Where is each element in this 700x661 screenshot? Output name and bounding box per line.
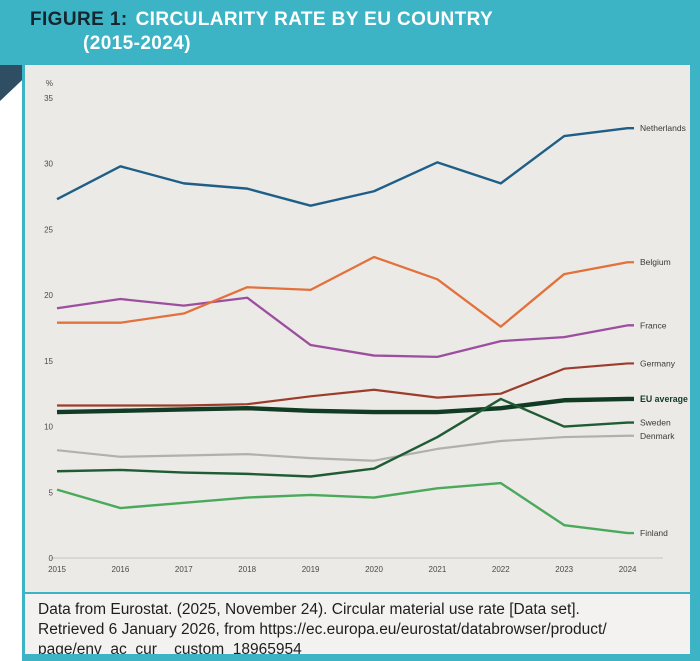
y-tick-label: 0: [49, 554, 54, 563]
series-label-sweden: Sweden: [640, 418, 671, 428]
figure-title: CIRCULARITY RATE BY EU COUNTRY: [135, 9, 494, 30]
y-tick-label: 25: [44, 225, 53, 234]
x-tick-label: 2020: [365, 565, 383, 574]
series-label-eu-average: EU average: [640, 394, 688, 404]
x-tick-label: 2019: [302, 565, 320, 574]
source-footer: Data from Eurostat. (2025, November 24).…: [22, 592, 690, 658]
x-tick-label: 2024: [619, 565, 637, 574]
series-line-germany: [57, 362, 634, 407]
figure-title-years: (2015-2024): [83, 33, 191, 54]
series-line-eu-average: [56, 396, 634, 415]
series-line-belgium: [57, 255, 634, 328]
y-tick-label: 10: [44, 423, 53, 432]
y-tick-label: 20: [44, 291, 53, 300]
series-line-denmark: [56, 434, 634, 462]
figure-header: FIGURE 1: CIRCULARITY RATE BY EU COUNTRY …: [0, 0, 700, 65]
x-tick-label: 2015: [48, 565, 66, 574]
y-tick-label: 5: [49, 488, 54, 497]
figure-title-line1: FIGURE 1: CIRCULARITY RATE BY EU COUNTRY: [30, 8, 700, 32]
right-accent-strip: [690, 65, 700, 661]
bottom-accent-bar: [22, 654, 690, 661]
circularity-line-chart: 0 5 10 15 20 25 30 35% 2015 2016 2017 2018 2019 2020 2…: [44, 79, 688, 574]
figure-title-block: FIGURE 1: CIRCULARITY RATE BY EU COUNTRY …: [0, 0, 700, 56]
y-tick-label: 30: [44, 160, 53, 169]
series-label-netherlands: Netherlands: [640, 123, 686, 133]
x-tick-label: 2023: [555, 565, 573, 574]
y-tick-label: 15: [44, 357, 53, 366]
series-label-finland: Finland: [640, 528, 668, 538]
x-tick-label: 2021: [429, 565, 447, 574]
figure-label: FIGURE 1:: [30, 9, 128, 30]
y-tick-label: 35: [44, 94, 53, 103]
y-axis-unit-label: %: [46, 79, 53, 88]
series-line-finland: [56, 481, 634, 535]
series-label-france: France: [640, 320, 667, 330]
x-tick-label: 2022: [492, 565, 510, 574]
source-citation: Data from Eurostat. (2025, November 24).…: [38, 601, 607, 658]
series-line-netherlands: [56, 126, 634, 207]
series-line-france: [56, 296, 634, 359]
x-tick-label: 2017: [175, 565, 193, 574]
series-label-belgium: Belgium: [640, 257, 671, 267]
series-line-sweden: [56, 397, 634, 478]
x-tick-label: 2016: [112, 565, 130, 574]
chart-area: 0 5 10 15 20 25 30 35% 2015 2016 2017 2018 2019 2020 2…: [22, 65, 690, 592]
series-label-denmark: Denmark: [640, 431, 675, 441]
series-label-germany: Germany: [640, 358, 676, 368]
x-tick-label: 2018: [238, 565, 256, 574]
